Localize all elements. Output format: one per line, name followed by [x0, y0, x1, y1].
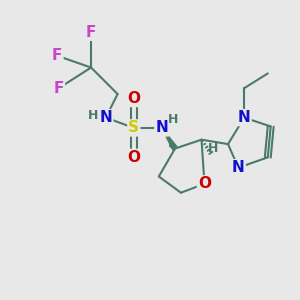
Text: S: S: [128, 120, 139, 135]
Text: O: O: [127, 91, 140, 106]
Polygon shape: [162, 128, 177, 150]
Text: H: H: [208, 142, 218, 155]
Text: O: O: [198, 176, 211, 191]
Text: O: O: [127, 150, 140, 165]
Text: N: N: [155, 120, 168, 135]
Text: F: F: [52, 48, 62, 63]
Text: F: F: [53, 81, 64, 96]
Text: N: N: [238, 110, 250, 125]
Text: H: H: [88, 109, 99, 122]
Text: N: N: [232, 160, 245, 175]
Text: H: H: [168, 113, 178, 126]
Text: N: N: [100, 110, 112, 125]
Text: F: F: [86, 25, 96, 40]
